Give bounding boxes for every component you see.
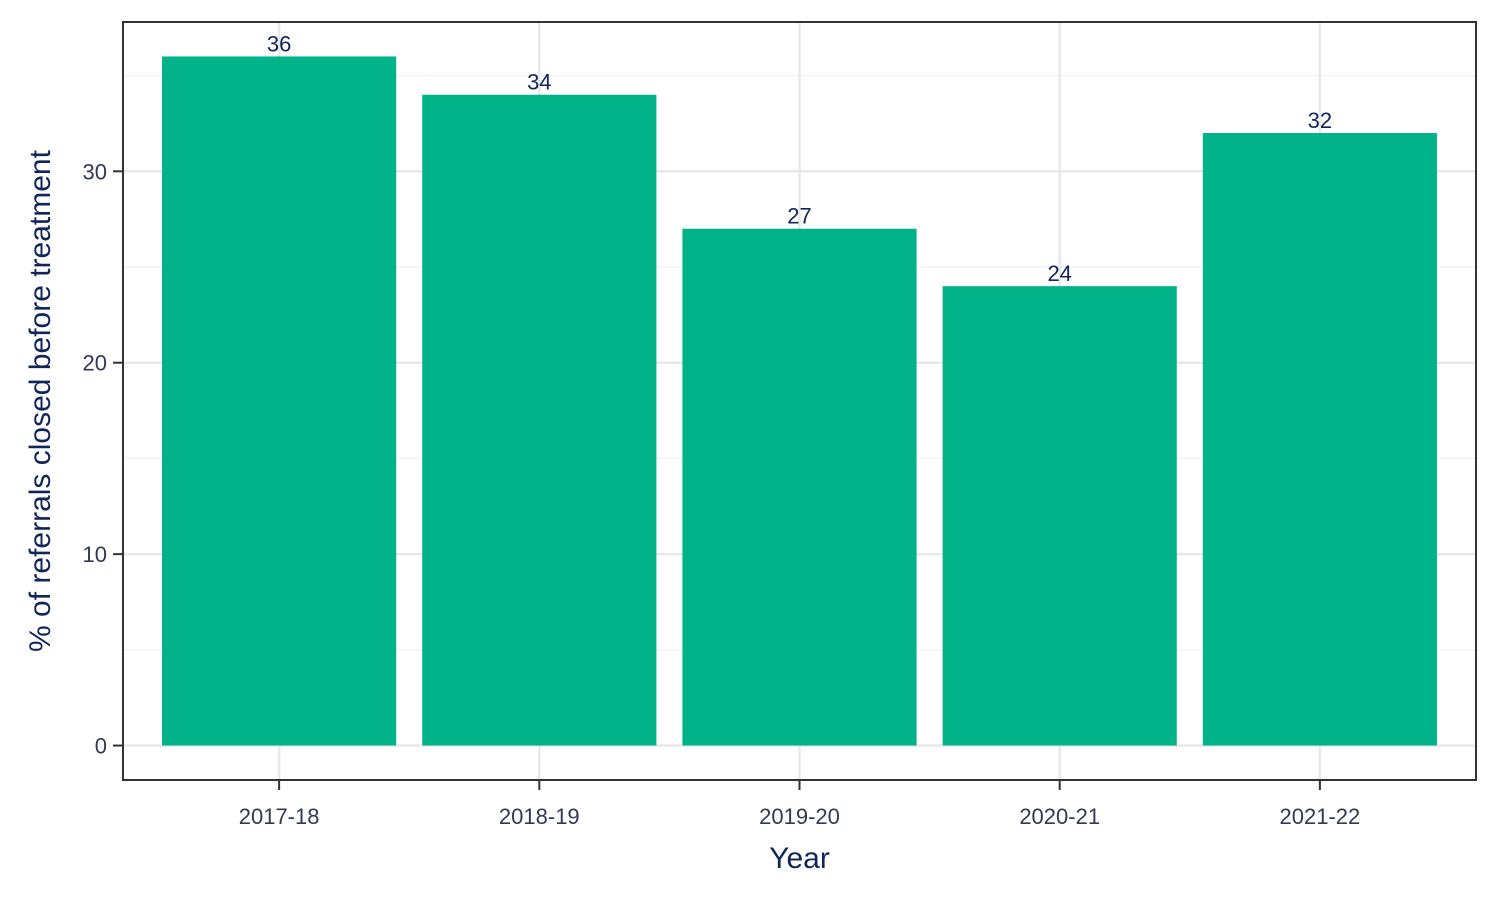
data-labels: 36 34 27 24 32	[267, 31, 1332, 286]
y-tick-label: 30	[83, 159, 107, 184]
bar	[1202, 133, 1437, 746]
y-tick-label: 20	[83, 351, 107, 376]
x-tick-label: 2020-21	[1019, 804, 1100, 829]
data-label: 36	[267, 31, 291, 56]
y-tick-label: 10	[83, 542, 107, 567]
data-label: 34	[527, 70, 551, 95]
data-label: 24	[1047, 261, 1071, 286]
x-tick-label: 2019-20	[759, 804, 840, 829]
data-label: 27	[787, 204, 811, 229]
bar	[682, 228, 917, 746]
bar	[422, 94, 657, 746]
x-tick-label: 2017-18	[239, 804, 320, 829]
axis-ticks: 0 10 20 30 2017-18 2018-19 2019-20 2020-21 2021-…	[83, 159, 1361, 829]
bars	[162, 56, 1437, 746]
data-label: 32	[1308, 108, 1332, 133]
x-tick-label: 2018-19	[499, 804, 580, 829]
bar	[162, 56, 397, 746]
bar	[942, 286, 1177, 746]
y-tick-label: 0	[95, 734, 107, 759]
x-axis-title: Year	[769, 842, 830, 875]
x-tick-label: 2021-22	[1280, 804, 1361, 829]
y-axis-title: % of referrals closed before treatment	[24, 149, 57, 652]
